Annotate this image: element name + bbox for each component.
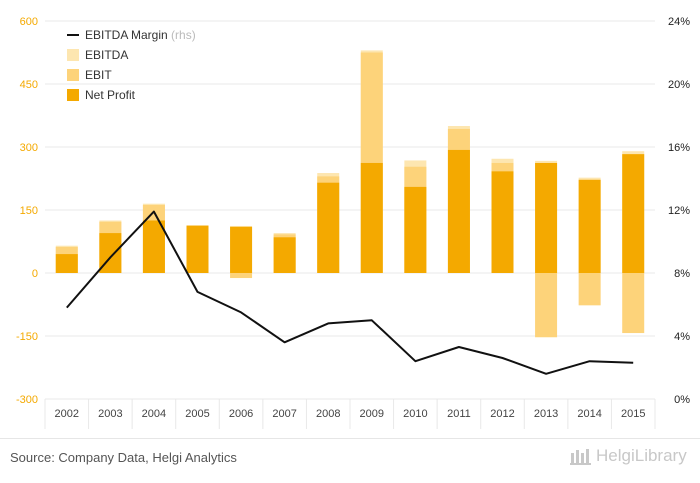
source-note: Source: Company Data, Helgi Analytics (10, 450, 237, 465)
bar-ebit-2014 (578, 273, 601, 306)
right-tick-label: 24% (668, 16, 690, 28)
line-ebitda-margin (66, 210, 634, 375)
x-tick-label: 2008 (316, 408, 340, 420)
bar-net-profit-2005 (186, 225, 209, 273)
x-tick-label: 2006 (229, 408, 253, 420)
right-tick-label: 0% (674, 394, 690, 406)
x-tick-label: 2002 (55, 408, 79, 420)
library-icon (570, 449, 591, 465)
bar-net-profit-2015 (622, 154, 645, 273)
x-tick-label: 2005 (185, 408, 209, 420)
left-tick-label: 0 (32, 268, 38, 280)
left-tick-label: 300 (20, 142, 38, 154)
left-tick-label: 150 (20, 205, 38, 217)
x-tick-label: 2010 (403, 408, 427, 420)
legend: EBITDA Margin (rhs) EBITDA EBIT Net Profit (67, 28, 196, 102)
x-tick-label: 2011 (447, 408, 471, 420)
logo-text: HelgiLibrary (596, 446, 687, 465)
bar-ebit-2013 (535, 273, 558, 338)
left-tick-label: 600 (20, 16, 38, 28)
legend-swatch-ebitda (67, 49, 79, 61)
x-tick-label: 2015 (621, 408, 645, 420)
bar-net-profit-2011 (447, 149, 470, 273)
bar-net-profit-2012 (491, 171, 514, 273)
footer-divider (0, 438, 700, 439)
right-tick-label: 16% (668, 142, 690, 154)
x-tick-label: 2014 (577, 408, 601, 420)
legend-label: EBITDA (85, 48, 128, 62)
left-tick-label: -150 (16, 331, 38, 343)
bar-net-profit-2013 (535, 162, 558, 273)
x-tick-label: 2013 (534, 408, 558, 420)
x-tick-label: 2007 (272, 408, 296, 420)
bar-ebit-2006 (230, 273, 253, 279)
right-tick-label: 12% (668, 205, 690, 217)
legend-label: EBITDA Margin (rhs) (85, 28, 196, 42)
legend-label: EBIT (85, 68, 112, 82)
bar-net-profit-2004 (142, 220, 165, 273)
x-tick-label: 2004 (142, 408, 166, 420)
legend-swatch-ebit (67, 69, 79, 81)
legend-rhs-note: (rhs) (168, 28, 196, 42)
x-tick-label: 2009 (360, 408, 384, 420)
legend-swatch-net-profit (67, 89, 79, 101)
x-tick-label: 2012 (490, 408, 514, 420)
bar-net-profit-2002 (55, 254, 78, 273)
right-tick-label: 4% (674, 331, 690, 343)
bar-net-profit-2006 (230, 226, 253, 273)
helgi-logo: HelgiLibrary (570, 446, 687, 466)
axes: 600 450 300 150 0 -150 -300 24% 20% 16% 12% 8% 4% 0% 2… (16, 16, 690, 420)
bar-net-profit-2014 (578, 179, 601, 273)
bars (55, 50, 645, 338)
chart: 600 450 300 150 0 -150 -300 24% 20% 16% 12% 8% 4% 0% 2… (16, 16, 690, 429)
bar-net-profit-2007 (273, 237, 296, 273)
right-tick-label: 8% (674, 268, 690, 280)
right-tick-label: 20% (668, 79, 690, 91)
x-tick-label: 2003 (98, 408, 122, 420)
legend-label: Net Profit (85, 88, 136, 102)
bar-net-profit-2010 (404, 186, 427, 273)
left-tick-label: 450 (20, 79, 38, 91)
margin-line (66, 210, 634, 375)
bar-net-profit-2008 (317, 182, 340, 273)
left-tick-label: -300 (16, 394, 38, 406)
bar-ebit-2015 (622, 273, 645, 334)
bar-net-profit-2009 (360, 162, 383, 273)
